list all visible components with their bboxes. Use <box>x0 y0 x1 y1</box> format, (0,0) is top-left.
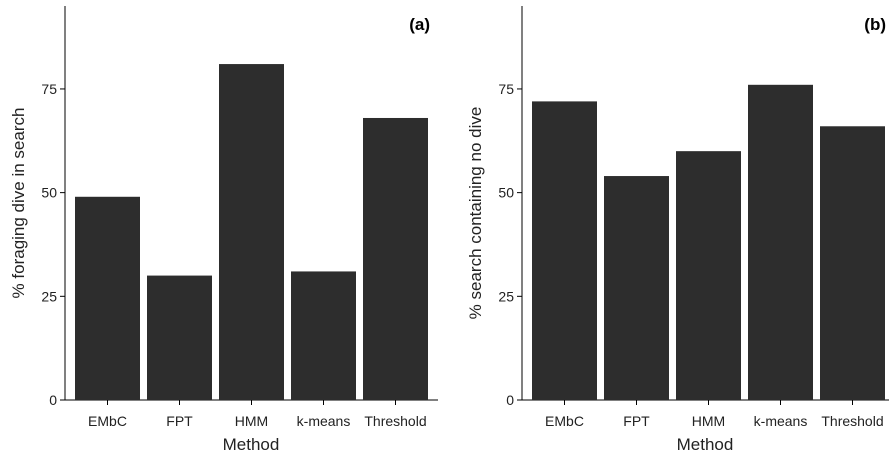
x-axis-title: Method <box>677 435 734 454</box>
x-tick-label: HMM <box>692 413 725 429</box>
y-ticks: 0 25 50 75 <box>41 81 65 408</box>
y-tick-label: 75 <box>498 81 514 97</box>
y-axis-title: % search containing no dive <box>466 107 485 320</box>
bar-embc <box>532 101 597 401</box>
bar-hmm <box>676 151 741 400</box>
bar-k-means <box>748 84 813 401</box>
y-tick-label: 0 <box>506 392 514 408</box>
x-tick-label: HMM <box>235 413 268 429</box>
bar-threshold <box>363 117 428 401</box>
x-ticks: EMbC FPT HMM k-means Threshold <box>88 400 427 429</box>
panel-label: (a) <box>409 15 430 34</box>
bar-embc <box>75 196 140 400</box>
x-tick-label: FPT <box>623 413 650 429</box>
bar-k-means <box>291 271 356 400</box>
x-axis-title: Method <box>223 435 280 454</box>
x-ticks: EMbC FPT HMM k-means Threshold <box>545 400 884 429</box>
bar-hmm <box>219 64 284 400</box>
y-tick-label: 25 <box>498 288 514 304</box>
x-tick-label: Threshold <box>364 413 426 429</box>
bar-fpt <box>604 176 669 400</box>
bars <box>75 64 428 401</box>
y-tick-label: 25 <box>41 288 57 304</box>
y-ticks: 0 25 50 75 <box>498 81 522 408</box>
bar-threshold <box>820 126 885 400</box>
bar-fpt <box>147 275 212 400</box>
y-tick-label: 0 <box>49 392 57 408</box>
y-tick-label: 50 <box>498 185 514 201</box>
x-tick-label: EMbC <box>545 413 584 429</box>
x-tick-label: EMbC <box>88 413 127 429</box>
x-tick-label: FPT <box>166 413 193 429</box>
panel-b: 0 25 50 75 EMbC FPT HMM k-means Threshold Metho… <box>466 6 889 454</box>
x-tick-label: k-means <box>297 413 351 429</box>
y-axis-title: % foraging dive in search <box>9 108 28 299</box>
panel-a: 0 25 50 75 EMbC FPT HMM k-means Threshold Metho… <box>9 6 438 454</box>
x-tick-label: k-means <box>754 413 808 429</box>
bars <box>532 84 885 401</box>
y-tick-label: 75 <box>41 81 57 97</box>
panel-label: (b) <box>864 15 886 34</box>
x-tick-label: Threshold <box>821 413 883 429</box>
y-tick-label: 50 <box>41 185 57 201</box>
